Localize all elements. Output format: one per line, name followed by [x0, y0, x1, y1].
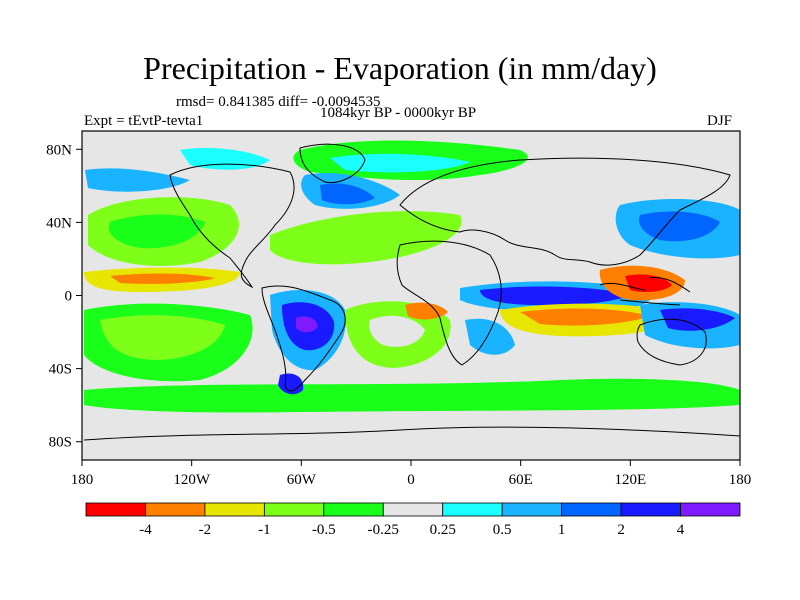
field-blob-s-america-max	[296, 316, 318, 333]
y-tick-label: 80N	[46, 142, 72, 158]
x-tick-label: 180	[729, 472, 752, 488]
field-blob-alaska	[180, 148, 270, 170]
colorbar-swatch	[442, 502, 503, 517]
field-blob-maritime-core	[625, 274, 672, 293]
field-blob-n-pacific-north	[85, 168, 190, 192]
colorbar-swatch	[382, 502, 444, 517]
field-blob-indian-drycore	[520, 308, 650, 326]
period-label: 1084kyr BP - 0000kyr BP	[320, 105, 477, 121]
experiment-label: Expt = tEvtP-tevta1	[84, 113, 204, 129]
colorbar-label: 0.25	[430, 522, 456, 538]
colorbar-label: 2	[617, 522, 625, 538]
field-blob-s-atlantic-hole	[369, 315, 425, 347]
coast-indonesia	[599, 276, 691, 306]
field-blob-n-atlantic-dry	[270, 211, 462, 265]
coast-europe-asia	[399, 157, 731, 266]
x-tick-label: 120E	[614, 472, 646, 488]
coast-north-america	[169, 163, 295, 289]
field-blob-arctic-wet	[330, 153, 470, 173]
field-blob-n-atlantic-core	[320, 183, 375, 205]
coast-south-america	[261, 285, 346, 392]
colorbar-swatch	[323, 502, 384, 517]
season-label: DJF	[707, 113, 733, 129]
coast-antarctica	[83, 426, 740, 441]
y-tick-label: 40N	[46, 215, 72, 231]
coastlines	[83, 143, 740, 441]
x-tick-label: 0	[407, 472, 415, 488]
y-tick-label: 80S	[49, 435, 72, 451]
colorbar-label: 1	[558, 522, 566, 538]
field-blob-patagonia	[278, 373, 304, 395]
colorbar: -4 -2 -1 -0.5 -0.25 0.25 0.5 1 2 4	[85, 502, 741, 538]
field-blob-n-pacific-drycore	[108, 214, 205, 249]
field-blob-southern-ocean	[84, 378, 740, 413]
colorbar-swatch	[85, 502, 146, 517]
map-axes: 180 120W 60W 0 60E 120E 180 80N 40N 0 40S 80S	[46, 142, 751, 488]
colorbar-label: -1	[258, 522, 271, 538]
colorbar-swatch	[620, 502, 681, 517]
field-blob-itcz-pacific-core	[110, 273, 215, 284]
stats-label: rmsd= 0.841385 diff= -0.0094535	[176, 94, 381, 110]
figure-title: Precipitation - Evaporation (in mm/day)	[143, 50, 657, 86]
field-blob-s-africa	[465, 318, 515, 355]
y-tick-label: 40S	[49, 362, 72, 378]
field-blob-eq-band-core	[480, 286, 630, 306]
field-blob-guinea	[405, 302, 448, 320]
colorbar-label: -0.25	[368, 522, 399, 538]
y-tick-label: 0	[65, 289, 73, 305]
colorbar-label: -4	[139, 522, 152, 538]
coast-greenland	[299, 143, 366, 184]
colorbar-label: -2	[199, 522, 212, 538]
field-blob-sw-pacific-core	[660, 308, 735, 331]
x-tick-label: 60W	[287, 472, 317, 488]
x-tick-label: 180	[71, 472, 94, 488]
field-blob-s-pacific-core	[100, 315, 225, 360]
x-tick-label: 120W	[173, 472, 211, 488]
field-layer	[84, 140, 740, 413]
colorbar-swatch	[204, 502, 265, 517]
colorbar-swatch	[263, 502, 325, 517]
colorbar-swatch	[501, 502, 563, 517]
colorbar-label: 0.5	[493, 522, 512, 538]
colorbar-label: 4	[677, 522, 685, 538]
coast-africa	[396, 240, 502, 366]
colorbar-swatch	[561, 502, 622, 517]
colorbar-swatch	[680, 502, 741, 517]
colorbar-swatch	[145, 502, 206, 517]
coast-australia	[636, 318, 707, 366]
colorbar-label: -0.5	[312, 522, 336, 538]
x-tick-label: 60E	[509, 472, 533, 488]
